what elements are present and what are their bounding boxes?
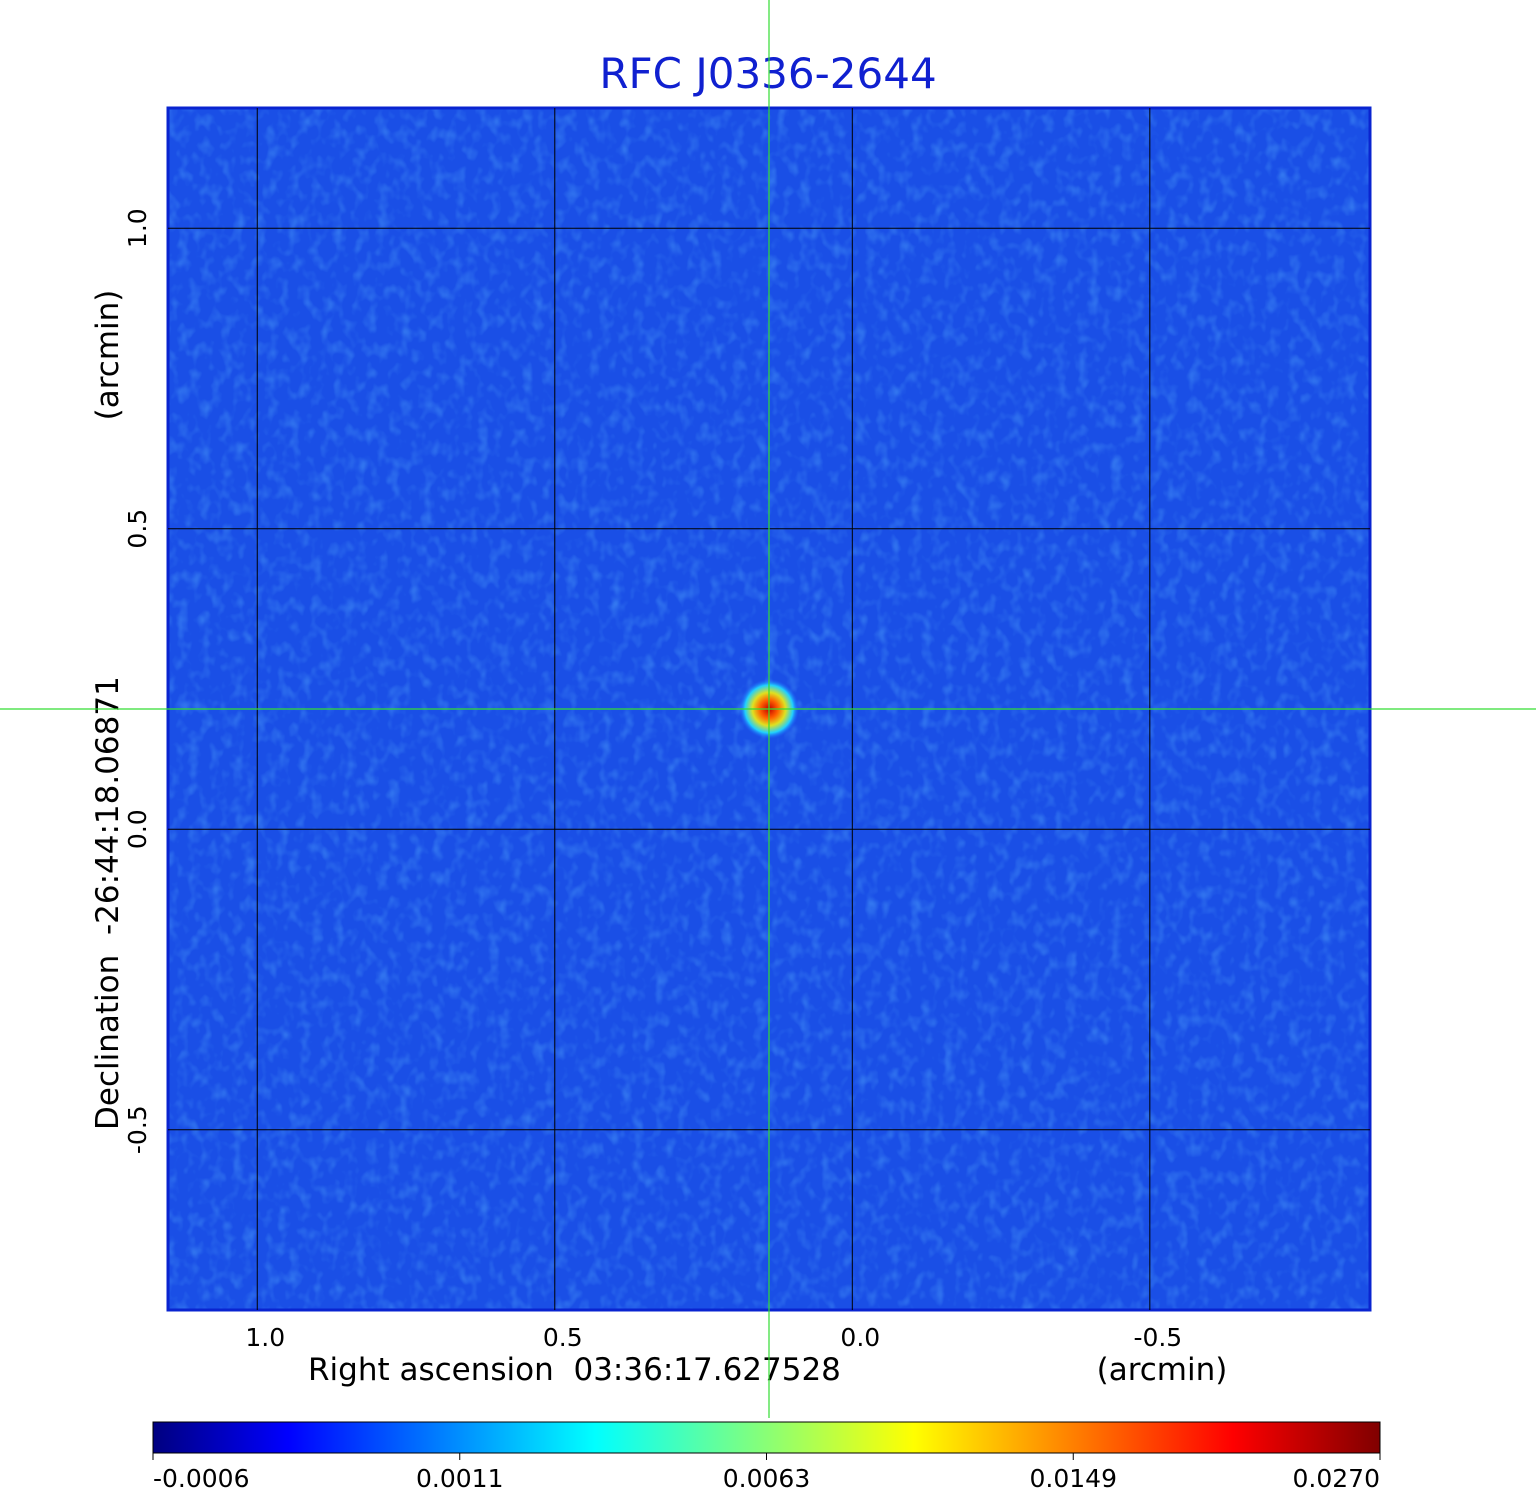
colorbar: [152, 1421, 1381, 1454]
x-axis-label: Right ascension 03:36:17.627528: [308, 1352, 841, 1388]
colorbar-tick-label: -0.0006: [153, 1464, 250, 1493]
colorbar-tick-label: 0.0011: [416, 1464, 503, 1493]
y-tick-label: 0.5: [123, 509, 152, 549]
y-tick-label: 0.0: [123, 809, 152, 849]
x-tick-label: 0.0: [840, 1323, 880, 1352]
x-tick-label: -0.5: [1133, 1323, 1182, 1352]
chart-title: RFC J0336-2644: [599, 49, 936, 98]
y-axis-unit: (arcmin): [90, 290, 126, 421]
colorbar-tick-label: 0.0149: [1030, 1464, 1117, 1493]
x-tick-label: 0.5: [543, 1323, 583, 1352]
colorbar-tick-label: 0.0270: [1293, 1464, 1380, 1493]
colorbar-tick-label: 0.0063: [723, 1464, 810, 1493]
x-tick-label: 1.0: [245, 1323, 285, 1352]
y-axis-label: Declination -26:44:18.06871: [90, 676, 126, 1130]
y-tick-label: 1.0: [123, 208, 152, 248]
x-axis-unit: (arcmin): [1097, 1352, 1228, 1388]
y-tick-label: -0.5: [123, 1105, 152, 1154]
